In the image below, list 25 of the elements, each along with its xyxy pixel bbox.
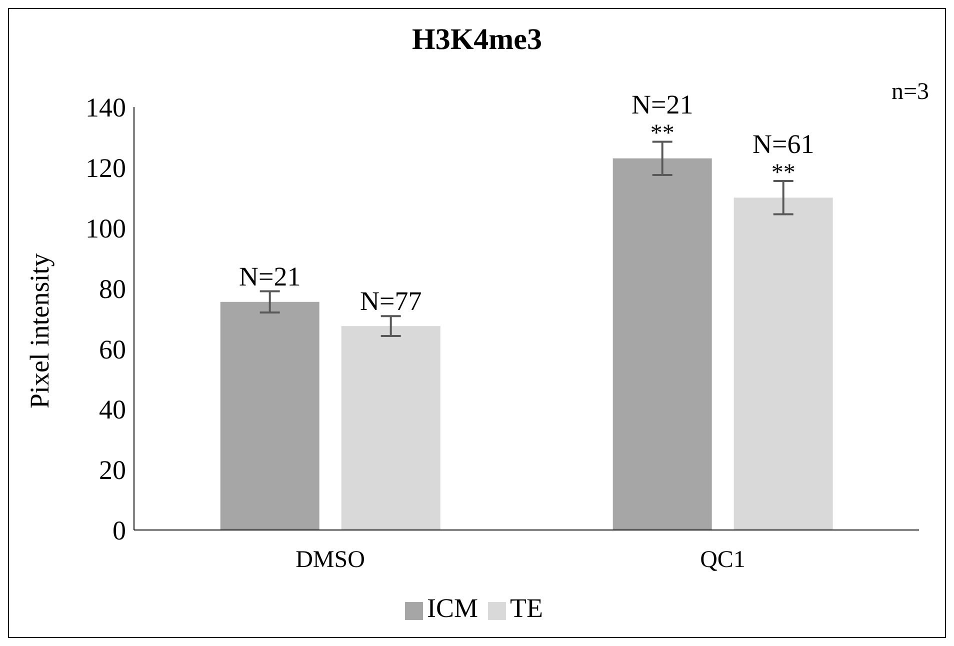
y-tick-label: 80 — [99, 274, 126, 304]
y-tick-label: 0 — [112, 516, 126, 546]
annotation: N=77 — [360, 286, 422, 316]
chart-title: H3K4me3 — [411, 23, 543, 57]
x-tick-label: QC1 — [700, 547, 746, 574]
annotation: ** — [771, 160, 796, 186]
legend-label: ICM — [426, 593, 478, 623]
bar — [734, 198, 833, 530]
x-tick-label: DMSO — [296, 547, 365, 574]
bar — [220, 302, 320, 530]
legend-label: TE — [510, 593, 543, 623]
y-axis-title: Pixel intensity — [24, 252, 55, 408]
y-tick-label: 40 — [99, 394, 126, 425]
y-tick-label: 100 — [86, 213, 126, 244]
y-tick-label: 60 — [99, 334, 126, 364]
y-tick-label: 140 — [86, 92, 126, 123]
bar — [612, 158, 712, 530]
annotation: N=61 — [752, 129, 814, 160]
annotation: N=21 — [238, 261, 301, 292]
y-tick-label: 120 — [86, 153, 126, 184]
annotation: ** — [650, 120, 674, 147]
annotation: N=21 — [631, 90, 694, 120]
text: n=3 — [891, 79, 929, 106]
y-tick-label: 20 — [99, 455, 126, 486]
bar — [341, 326, 440, 530]
